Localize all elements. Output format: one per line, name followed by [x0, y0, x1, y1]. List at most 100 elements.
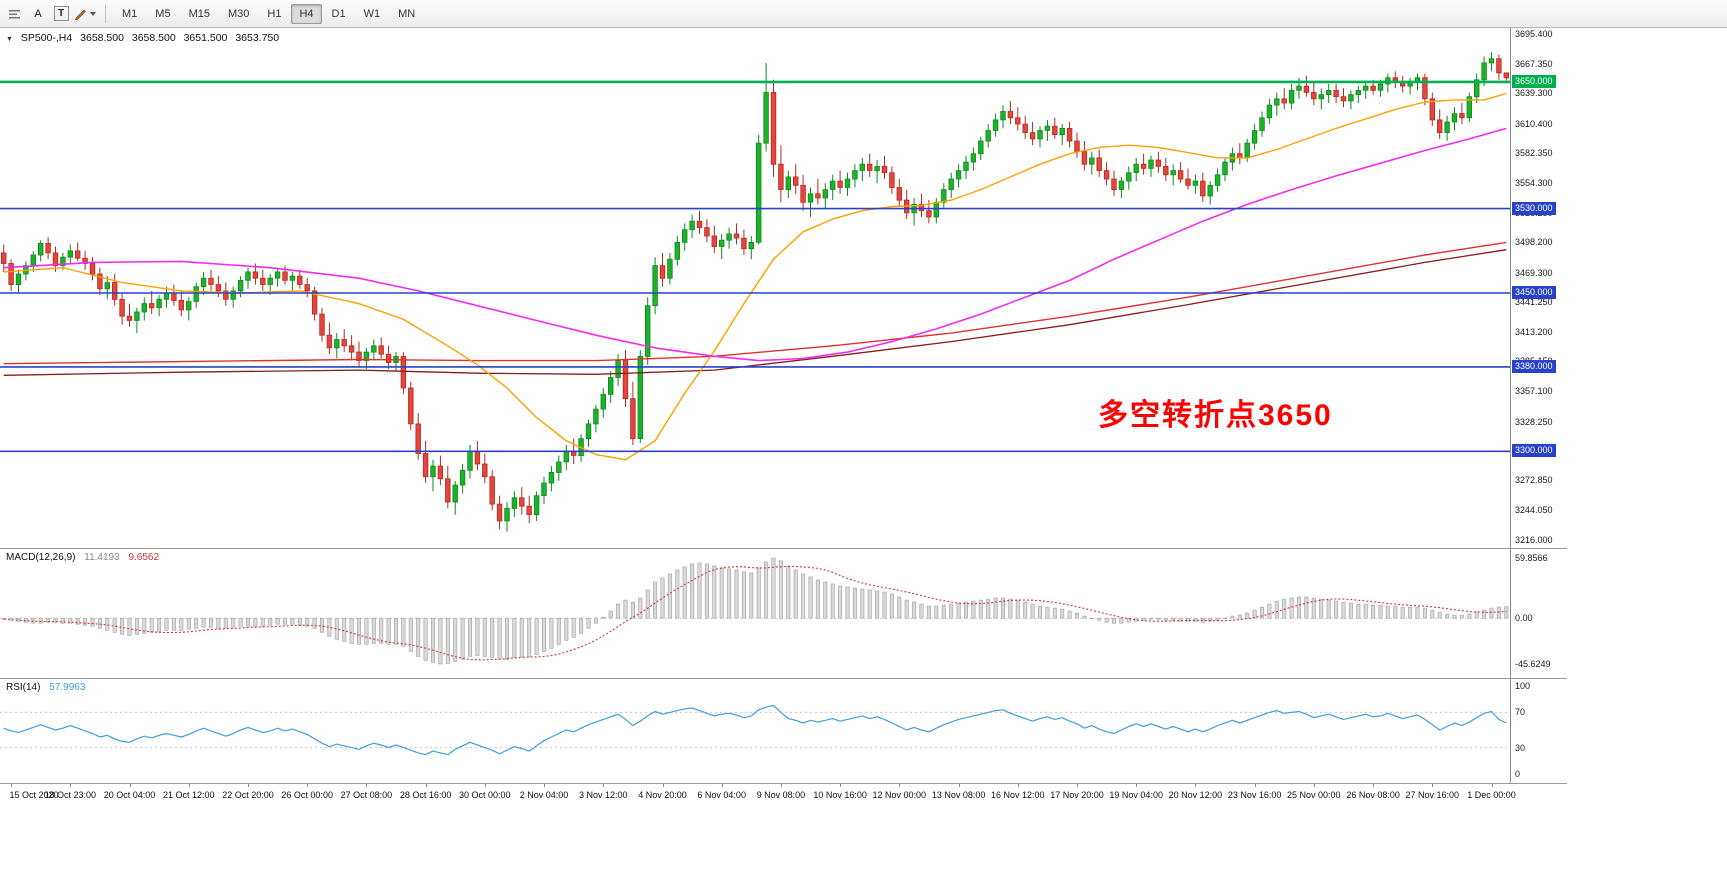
timeframe-M1[interactable]: M1: [122, 7, 138, 20]
macd-histogram: [1, 557, 1509, 665]
timeframe-D1[interactable]: D1: [331, 7, 346, 20]
time-label: 28 Oct 16:00: [399, 790, 452, 800]
chart-lines-icon: [9, 9, 20, 18]
time-label: 2 Nov 04:00: [519, 790, 569, 800]
time-label: 19 Nov 04:00: [1109, 790, 1163, 800]
price-tick: 3695.400: [1515, 29, 1553, 39]
price-tick: 3469.300: [1515, 267, 1553, 278]
time-tick: [899, 784, 901, 787]
time-tick: [1313, 784, 1315, 787]
chart-window: ▼ SP500-,H4 3658.500 3658.500 3651.500 3…: [0, 28, 1567, 805]
price-tick: 3554.300: [1515, 177, 1553, 188]
timeframe-H4[interactable]: H4: [291, 3, 322, 24]
price-panel: ▼ SP500-,H4 3658.500 3658.500 3651.500 3…: [0, 28, 1567, 548]
time-label: 22 Oct 20:00: [222, 790, 274, 800]
macd-signal-line: [3, 565, 1507, 661]
macd-axis-tick: -45.6249: [1515, 659, 1551, 669]
macd-value-main: 11.4193: [84, 552, 120, 563]
price-axis[interactable]: 3695.400 3667.350 3639.300 3610.400 3582.350…: [1510, 28, 1567, 548]
macd-axis[interactable]: 59.8566 0.00 -45.6249: [1510, 549, 1567, 678]
time-label: 26 Nov 08:00: [1346, 790, 1400, 800]
time-label: 20 Nov 12:00: [1168, 790, 1223, 800]
letter-t-icon: T: [53, 6, 69, 21]
ma-slow-red: [3, 241, 1507, 365]
time-tick: [129, 784, 131, 787]
time-tick: [603, 784, 605, 787]
time-tick: [1017, 784, 1019, 787]
chart-annotation-text: 多空转折点3650: [1098, 399, 1333, 432]
time-label: 25 Nov 00:00: [1287, 790, 1341, 800]
time-tick: [1195, 784, 1197, 787]
charts-menu-button[interactable]: [4, 3, 26, 25]
ma-slow-maroon: [3, 249, 1507, 376]
time-label: 16 Nov 12:00: [991, 790, 1045, 800]
ma-fast-orange: [3, 92, 1507, 461]
time-label: 6 Nov 04:00: [697, 790, 746, 800]
rsi-chart-canvas[interactable]: [0, 679, 1510, 784]
macd-axis-tick: 0.00: [1515, 613, 1533, 624]
price-tick: 3582.350: [1515, 148, 1553, 159]
ohlc-close: 3653.750: [235, 32, 280, 44]
time-label: 10 Nov 16:00: [813, 790, 867, 800]
timeframe-H1[interactable]: H1: [267, 7, 282, 20]
time-tick: [366, 784, 368, 787]
price-line-badge: 3380.000: [1512, 359, 1556, 373]
price-tick: 3216.000: [1515, 535, 1553, 545]
rsi-value: 57.9963: [49, 682, 86, 693]
price-tick: 3667.350: [1515, 58, 1553, 69]
price-tick: 3639.300: [1515, 88, 1553, 99]
time-label: 27 Oct 08:00: [340, 790, 393, 800]
macd-title: MACD(12,26,9): [6, 552, 76, 563]
time-label: 26 Oct 00:00: [281, 790, 333, 800]
time-label: 17 Nov 20:00: [1050, 790, 1104, 800]
price-chart-canvas[interactable]: [0, 28, 1510, 548]
time-label: 13 Nov 08:00: [931, 790, 986, 800]
rsi-panel: RSI(14) 57.9963 100 70 30 0: [0, 678, 1567, 783]
rsi-axis[interactable]: 100 70 30 0: [1510, 679, 1567, 783]
price-tick: 3272.850: [1515, 474, 1553, 485]
time-tick: [248, 784, 249, 787]
timeframe-M5[interactable]: M5: [155, 7, 171, 20]
time-tick: [840, 784, 842, 787]
price-tick: 3610.400: [1515, 118, 1553, 129]
time-tick: [1491, 784, 1493, 787]
time-tick: [721, 784, 723, 787]
time-tick: [780, 784, 782, 787]
price-tick: 3328.250: [1515, 416, 1553, 427]
toolbar: A T M1 M5 M15 M30 H1 H4 D1 W1 MN: [0, 0, 1727, 28]
time-label: 15 Oct 2020: [9, 790, 59, 800]
time-tick: [1432, 784, 1434, 787]
caret-down-icon: [90, 11, 96, 16]
time-tick: [1254, 784, 1256, 787]
time-tick: [958, 784, 960, 787]
rsi-axis-tick: 30: [1515, 742, 1526, 753]
rsi-axis-tick: 0: [1515, 769, 1521, 779]
chart-ohlc-readout: ▼ SP500-,H4 3658.500 3658.500 3651.500 3…: [6, 32, 284, 44]
timeframe-MN[interactable]: MN: [398, 7, 416, 20]
timeframe-M15[interactable]: M15: [188, 7, 210, 20]
letter-a-icon: A: [34, 7, 42, 20]
timeframe-W1[interactable]: W1: [363, 7, 381, 20]
time-tick: [1373, 784, 1375, 787]
ma-mid-magenta: [3, 127, 1507, 362]
toolbar-separator: [105, 4, 106, 23]
candles: [0, 52, 1509, 532]
time-tick: [1077, 784, 1078, 787]
time-tick: [70, 784, 72, 787]
macd-axis-tick: 59.8566: [1515, 553, 1548, 563]
timeframe-M30[interactable]: M30: [227, 7, 250, 20]
time-tick: [307, 784, 309, 787]
price-line-badge: 3650.000: [1512, 74, 1556, 88]
time-tick: [1136, 784, 1138, 787]
time-tick: [425, 784, 427, 787]
drawing-tools-button[interactable]: [73, 3, 97, 25]
price-tick: 3498.200: [1515, 237, 1553, 248]
time-axis[interactable]: 15 Oct 2020 18 Oct 23:00 20 Oct 04:00 21 Oc…: [0, 783, 1567, 805]
time-label: 21 Oct 12:00: [163, 790, 215, 800]
text-tool-button[interactable]: T: [50, 3, 72, 25]
text-label-button[interactable]: A: [27, 3, 49, 25]
time-label: 1 Dec 00:00: [1467, 790, 1516, 800]
time-label: 30 Oct 00:00: [459, 790, 511, 800]
time-label: 20 Oct 04:00: [103, 790, 156, 800]
macd-chart-canvas[interactable]: [0, 549, 1510, 679]
